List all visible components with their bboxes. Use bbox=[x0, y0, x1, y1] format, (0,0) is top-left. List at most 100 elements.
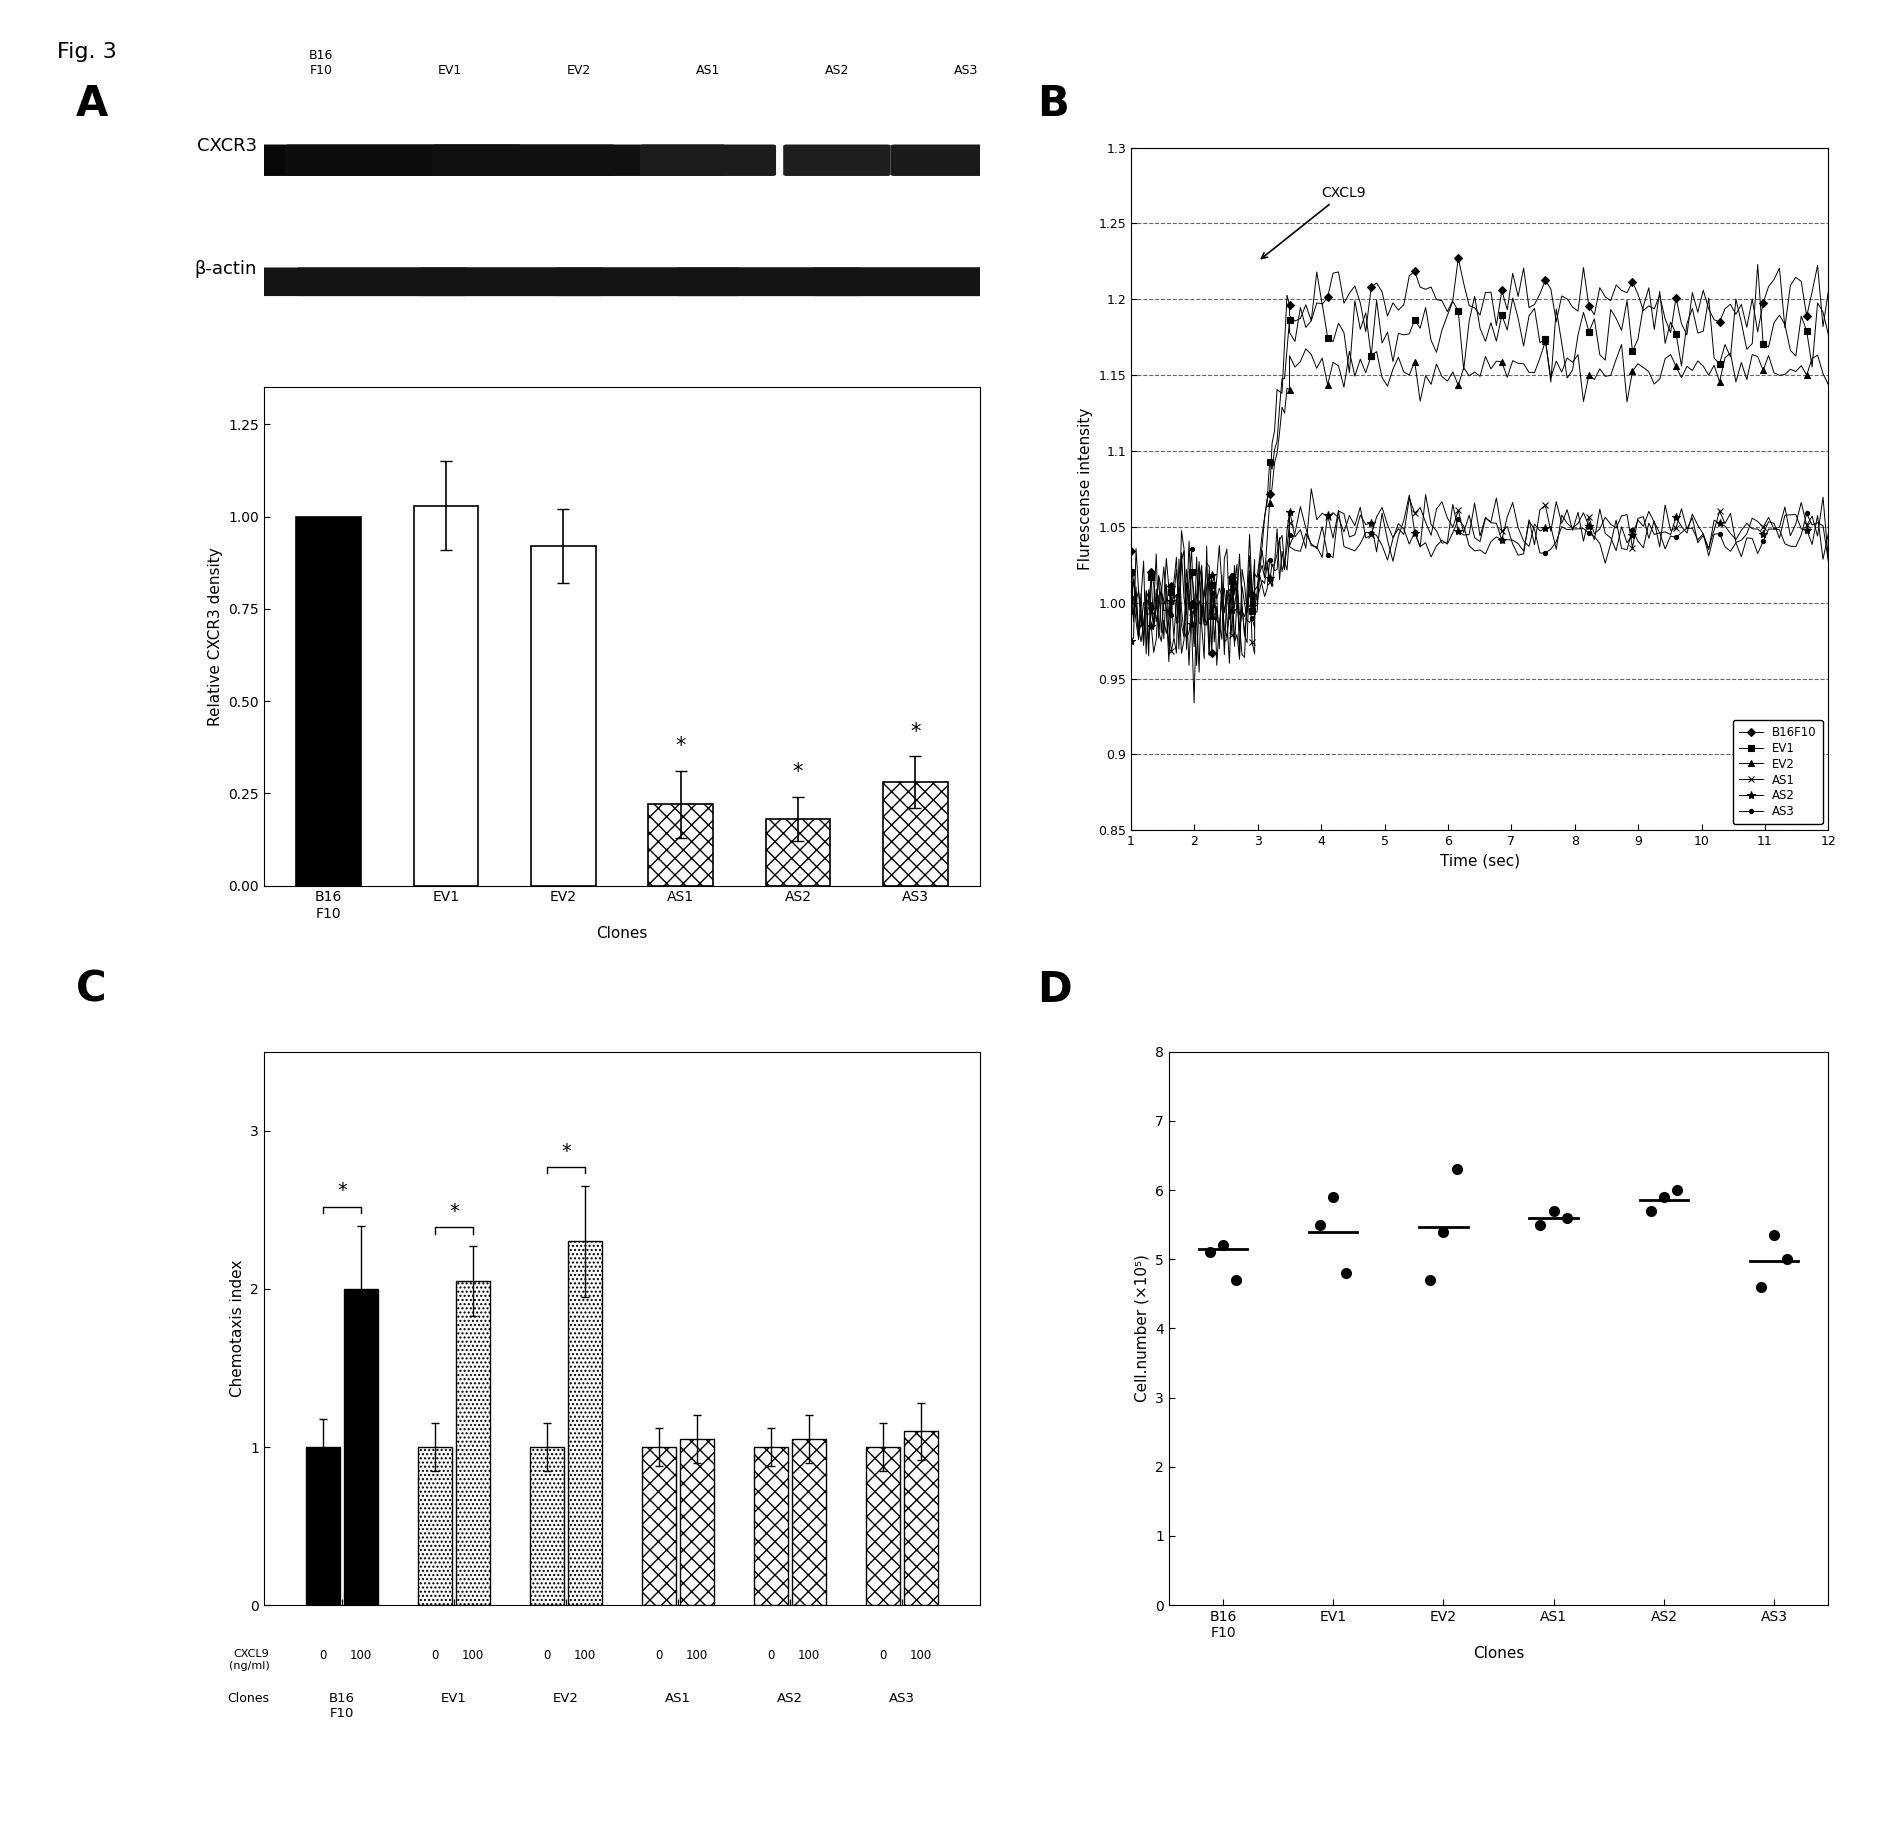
Text: 100: 100 bbox=[686, 1649, 709, 1662]
B16F10 bbox=[1188, 661, 1210, 683]
B16F10 bbox=[1133, 592, 1156, 614]
EV2 bbox=[1186, 655, 1208, 677]
AS2 bbox=[1133, 635, 1156, 657]
Text: 0: 0 bbox=[543, 1649, 550, 1662]
Text: *: * bbox=[910, 721, 920, 742]
EV2 bbox=[1817, 375, 1840, 397]
AS1 bbox=[1120, 572, 1142, 594]
Text: B: B bbox=[1037, 83, 1069, 125]
Bar bbox=[345, 1290, 379, 1605]
Text: AS1: AS1 bbox=[696, 65, 720, 77]
Text: 0: 0 bbox=[320, 1649, 326, 1662]
Text: Clones: Clones bbox=[228, 1692, 270, 1705]
Text: β-actin: β-actin bbox=[194, 260, 256, 279]
Line: AS3: AS3 bbox=[1129, 509, 1830, 661]
EV2 bbox=[1270, 397, 1293, 419]
Bar bbox=[415, 506, 479, 886]
Bar bbox=[456, 1280, 490, 1605]
Line: B16F10: B16F10 bbox=[1129, 255, 1830, 675]
AS1 bbox=[1135, 642, 1157, 664]
Bar bbox=[754, 1446, 788, 1605]
B16F10 bbox=[1270, 382, 1293, 404]
EV1 bbox=[1193, 648, 1216, 670]
Text: AS3: AS3 bbox=[890, 1692, 914, 1705]
Line: AS2: AS2 bbox=[1127, 491, 1832, 707]
EV1 bbox=[1817, 325, 1840, 347]
B16F10 bbox=[1627, 282, 1649, 304]
Bar bbox=[648, 804, 713, 886]
Text: 100: 100 bbox=[797, 1649, 820, 1662]
Y-axis label: Cell.number (×10⁵): Cell.number (×10⁵) bbox=[1135, 1255, 1150, 1402]
FancyBboxPatch shape bbox=[418, 268, 741, 295]
FancyBboxPatch shape bbox=[784, 144, 892, 175]
Bar bbox=[418, 1446, 452, 1605]
Text: 100: 100 bbox=[462, 1649, 484, 1662]
Text: *: * bbox=[794, 762, 803, 782]
Bar bbox=[865, 1446, 899, 1605]
Text: 0: 0 bbox=[432, 1649, 439, 1662]
B16F10 bbox=[1817, 280, 1840, 303]
Bar bbox=[569, 1242, 601, 1605]
Line: EV2: EV2 bbox=[1129, 338, 1830, 668]
X-axis label: Clones: Clones bbox=[596, 926, 648, 941]
Text: B16
F10: B16 F10 bbox=[330, 1692, 354, 1720]
X-axis label: Clones: Clones bbox=[1472, 1646, 1525, 1660]
AS1 bbox=[1540, 520, 1563, 542]
AS2 bbox=[1817, 522, 1840, 544]
Text: *: * bbox=[337, 1181, 347, 1201]
B16F10 bbox=[1540, 279, 1563, 301]
AS2 bbox=[1120, 629, 1142, 651]
AS3 bbox=[1159, 603, 1182, 625]
EV2 bbox=[1133, 631, 1156, 653]
Text: AS2: AS2 bbox=[777, 1692, 803, 1705]
AS2 bbox=[1159, 590, 1182, 613]
Text: AS1: AS1 bbox=[665, 1692, 692, 1705]
B16F10 bbox=[1448, 247, 1470, 269]
AS3 bbox=[1627, 530, 1649, 552]
FancyBboxPatch shape bbox=[641, 144, 777, 175]
AS1 bbox=[1133, 550, 1156, 572]
Bar bbox=[792, 1439, 826, 1605]
AS2 bbox=[1540, 515, 1563, 537]
Text: 100: 100 bbox=[910, 1649, 931, 1662]
Text: AS3: AS3 bbox=[954, 65, 978, 77]
Text: CXCL9: CXCL9 bbox=[1261, 186, 1367, 258]
Text: EV1: EV1 bbox=[437, 65, 462, 77]
FancyBboxPatch shape bbox=[892, 144, 1041, 175]
EV2 bbox=[1120, 600, 1142, 622]
Y-axis label: Relative CXCR3 density: Relative CXCR3 density bbox=[207, 548, 222, 725]
Y-axis label: Chemotaxis index: Chemotaxis index bbox=[230, 1260, 245, 1397]
Bar bbox=[680, 1439, 714, 1605]
Bar bbox=[643, 1446, 677, 1605]
Text: EV2: EV2 bbox=[552, 1692, 579, 1705]
Bar bbox=[532, 546, 596, 886]
Text: 0: 0 bbox=[656, 1649, 664, 1662]
EV2 bbox=[1627, 352, 1649, 375]
B16F10 bbox=[1167, 638, 1189, 661]
AS1 bbox=[1817, 550, 1840, 572]
AS2 bbox=[1627, 509, 1649, 531]
Y-axis label: Flurescense intensity: Flurescense intensity bbox=[1078, 408, 1093, 570]
Text: 100: 100 bbox=[575, 1649, 596, 1662]
AS2 bbox=[1414, 483, 1436, 506]
AS3 bbox=[1133, 611, 1156, 633]
AS3 bbox=[1120, 601, 1142, 624]
AS2 bbox=[1167, 576, 1189, 598]
AS1 bbox=[1171, 598, 1193, 620]
AS3 bbox=[1327, 500, 1350, 522]
FancyBboxPatch shape bbox=[812, 268, 1120, 295]
Bar bbox=[882, 782, 948, 886]
AS1 bbox=[1270, 524, 1293, 546]
AS3 bbox=[1229, 648, 1252, 670]
Text: *: * bbox=[675, 736, 686, 756]
EV2 bbox=[1167, 613, 1189, 635]
EV1 bbox=[1120, 561, 1142, 583]
Text: *: * bbox=[562, 1142, 571, 1161]
Text: B16
F10: B16 F10 bbox=[309, 50, 334, 77]
Bar bbox=[905, 1432, 937, 1605]
Bar bbox=[307, 1446, 339, 1605]
Text: 0: 0 bbox=[878, 1649, 886, 1662]
AS2 bbox=[1270, 541, 1293, 563]
EV1 bbox=[1270, 367, 1293, 389]
FancyBboxPatch shape bbox=[121, 144, 522, 175]
